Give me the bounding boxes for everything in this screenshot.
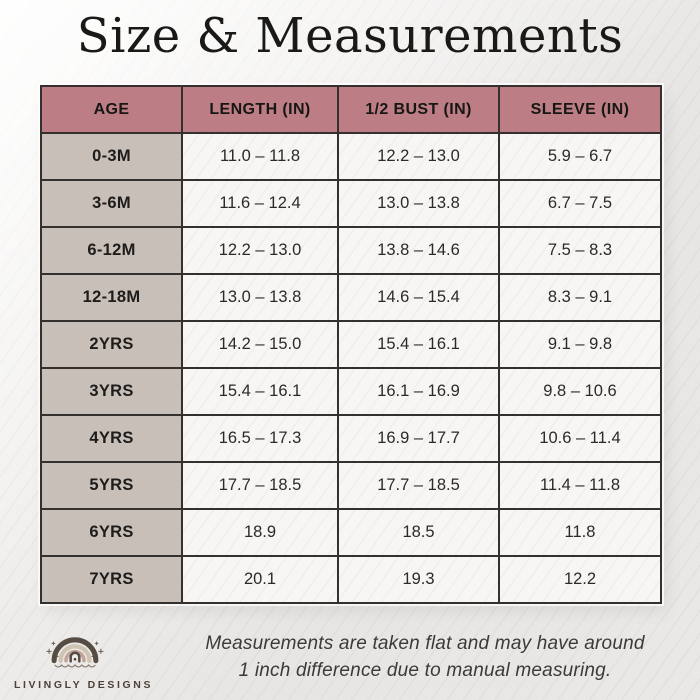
cell-length: 12.2 – 13.0 — [181, 226, 339, 275]
boho-rainbow-logo-icon — [46, 637, 104, 668]
note-line-1: Measurements are taken flat and may have… — [205, 633, 645, 654]
column-header-sleeve: SLEEVE (IN) — [498, 85, 662, 134]
cell-sleeve: 11.8 — [498, 508, 662, 557]
table-row: 6YRS 18.9 18.5 11.8 — [40, 508, 662, 557]
cell-sleeve: 9.8 – 10.6 — [498, 367, 662, 416]
cell-length: 16.5 – 17.3 — [181, 414, 339, 463]
cell-sleeve: 5.9 – 6.7 — [498, 132, 662, 181]
cell-sleeve: 9.1 – 9.8 — [498, 320, 662, 369]
cell-bust: 18.5 — [337, 508, 500, 557]
cell-bust: 13.0 – 13.8 — [337, 179, 500, 228]
cell-length: 20.1 — [181, 555, 339, 604]
cell-age: 6-12M — [40, 226, 183, 275]
table-row: 3-6M 11.6 – 12.4 13.0 – 13.8 6.7 – 7.5 — [40, 179, 662, 228]
cell-bust: 19.3 — [337, 555, 500, 604]
table-row: 2YRS 14.2 – 15.0 15.4 – 16.1 9.1 – 9.8 — [40, 320, 662, 369]
cell-length: 18.9 — [181, 508, 339, 557]
cell-sleeve: 11.4 – 11.8 — [498, 461, 662, 510]
cell-sleeve: 6.7 – 7.5 — [498, 179, 662, 228]
size-table-body: 0-3M 11.0 – 11.8 12.2 – 13.0 5.9 – 6.7 3-6M 1… — [40, 132, 662, 604]
table-row: 5YRS 17.7 – 18.5 17.7 – 18.5 11.4 – 11.8 — [40, 461, 662, 510]
cell-bust: 16.9 – 17.7 — [337, 414, 500, 463]
cell-age: 0-3M — [40, 132, 183, 181]
cell-length: 15.4 – 16.1 — [181, 367, 339, 416]
cell-age: 6YRS — [40, 508, 183, 557]
cell-age: 4YRS — [40, 414, 183, 463]
cell-length: 11.6 – 12.4 — [181, 179, 339, 228]
cell-length: 17.7 – 18.5 — [181, 461, 339, 510]
table-row: 3YRS 15.4 – 16.1 16.1 – 16.9 9.8 – 10.6 — [40, 367, 662, 416]
column-header-length: LENGTH (IN) — [181, 85, 339, 134]
table-row: 0-3M 11.0 – 11.8 12.2 – 13.0 5.9 – 6.7 — [40, 132, 662, 181]
column-header-bust: 1/2 BUST (IN) — [337, 85, 500, 134]
cell-sleeve: 10.6 – 11.4 — [498, 414, 662, 463]
cell-age: 5YRS — [40, 461, 183, 510]
cell-length: 14.2 – 15.0 — [181, 320, 339, 369]
cell-age: 7YRS — [40, 555, 183, 604]
cell-age: 3YRS — [40, 367, 183, 416]
table-row: 4YRS 16.5 – 17.3 16.9 – 17.7 10.6 – 11.4 — [40, 414, 662, 463]
brand-logo: LIVINGLY DESIGNS — [14, 617, 154, 691]
page-title: Size & Measurements — [76, 8, 624, 64]
cell-sleeve: 7.5 – 8.3 — [498, 226, 662, 275]
brand-name: LIVINGLY DESIGNS — [14, 679, 154, 691]
cell-length: 11.0 – 11.8 — [181, 132, 339, 181]
table-row: 12-18M 13.0 – 13.8 14.6 – 15.4 8.3 – 9.1 — [40, 273, 662, 322]
column-header-age: AGE — [40, 85, 183, 134]
size-measurements-table: AGE LENGTH (IN) 1/2 BUST (IN) SLEEVE (IN… — [40, 85, 662, 604]
cell-bust: 14.6 – 15.4 — [337, 273, 500, 322]
cell-bust: 17.7 – 18.5 — [337, 461, 500, 510]
cell-age: 12-18M — [40, 273, 183, 322]
cell-bust: 16.1 – 16.9 — [337, 367, 500, 416]
cell-bust: 12.2 – 13.0 — [337, 132, 500, 181]
cell-age: 2YRS — [40, 320, 183, 369]
cell-age: 3-6M — [40, 179, 183, 228]
note-line-2: 1 inch difference due to manual measurin… — [238, 659, 612, 681]
cell-sleeve: 8.3 – 9.1 — [498, 273, 662, 322]
table-row: 6-12M 12.2 – 13.0 13.8 – 14.6 7.5 – 8.3 — [40, 226, 662, 275]
cell-bust: 15.4 – 16.1 — [337, 320, 500, 369]
header-row: AGE LENGTH (IN) 1/2 BUST (IN) SLEEVE (IN… — [40, 85, 662, 134]
table-row: 7YRS 20.1 19.3 12.2 — [40, 555, 662, 604]
cell-bust: 13.8 – 14.6 — [337, 226, 500, 275]
cell-length: 13.0 – 13.8 — [181, 273, 339, 322]
measurement-note: Measurements are taken flat and may have… — [165, 631, 685, 685]
cell-sleeve: 12.2 — [498, 555, 662, 604]
